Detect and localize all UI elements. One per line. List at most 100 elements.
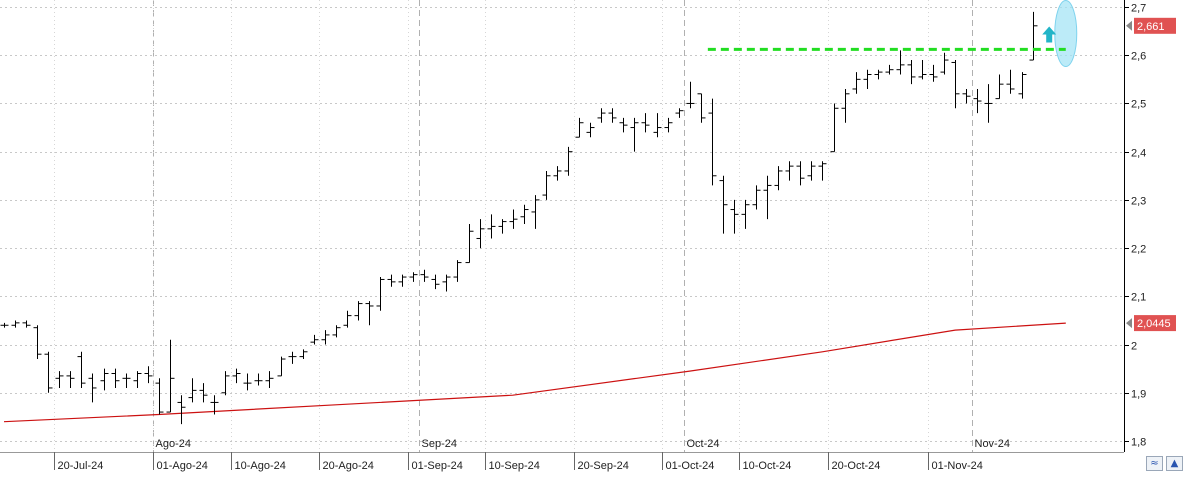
ohlc-bar [918,60,927,80]
ohlc-bar [1006,69,1015,94]
ohlc-bar [277,356,286,377]
ohlc-bar [653,113,662,138]
ohlc-bar [520,204,529,224]
ohlc-bar [465,224,474,264]
ohlc-bar [487,214,496,239]
ohlc-bar [498,219,507,234]
ohlc-bar [100,368,109,391]
ohlc-bar [619,117,628,133]
ohlc-bar [476,219,485,249]
badge-background [1134,17,1176,34]
ohlc-bar [973,88,982,114]
ohlc-bar [995,74,1004,100]
y-tick-label: 2,5 [1131,99,1146,111]
ohlc-bar [708,98,717,186]
ohlc-bar [531,195,540,229]
scroll-button[interactable]: ≈ [1146,456,1163,471]
ohlc-bar [863,69,872,89]
y-tick-label: 1,8 [1131,437,1146,449]
ohlc-bar [730,199,739,234]
ohlc-bar [984,84,993,123]
ohlc-bar [796,161,805,186]
x-tick-label: 10-Oct-24 [743,460,792,472]
ohlc-bar [199,383,208,403]
y-tick-label: 2 [1131,341,1137,353]
ohlc-bar [210,395,219,415]
ohlc-bar [608,108,617,123]
y-tick-label: 2,4 [1131,148,1146,160]
ohlc-bar [398,274,407,287]
highlight-ellipse [1054,0,1078,68]
ohlc-bar [697,93,706,123]
x-tick-label: 10-Sep-24 [489,460,540,472]
ohlc-bar [509,209,518,229]
x-tick-label: 20-Oct-24 [832,460,881,472]
badge-background [1134,315,1176,332]
ohlc-bar [376,277,385,311]
ohlc-bar [741,199,750,229]
ohlc-bar [22,320,31,328]
ohlc-bar [951,60,960,109]
y-tick-label: 1,9 [1131,389,1146,401]
ohlc-bar [332,325,341,338]
ohlc-bar [675,108,684,118]
badge-pointer [1126,20,1132,31]
ohlc-bar [0,322,9,328]
horizontal-gridlines [0,7,1124,442]
ohlc-bar [564,146,573,176]
ohlc-bar [885,64,894,75]
ohlc-bar [841,88,850,123]
ohlc-bar [1029,11,1038,61]
x-tick-label: 20-Sep-24 [578,460,629,472]
ohlc-bar [929,64,938,82]
ohlc-bar [896,50,905,75]
ohlc-bar [77,351,86,388]
ohlc-bar [265,371,274,388]
y-axis-ticks: 2,7 2,6 2,5 2,4 2,3 2,2 2,1 2 1,9 1,8 [1124,3,1146,449]
ohlc-bar [11,320,20,328]
ohlc-bar [719,175,728,234]
ohlc-bar [630,117,639,152]
ohlc-bar [807,161,816,181]
ohlc-bar [597,108,606,123]
y-tick-label: 2,1 [1131,292,1146,304]
up-arrow-icon [1042,26,1057,43]
moving-average-line [3,322,1066,423]
ohlc-bar [44,351,53,393]
x-tick-label: 20-Ago-24 [323,460,374,472]
ohlc-bar [763,175,772,220]
ohlc-bar [88,373,97,403]
ohlc-bar [221,371,230,396]
ohlc-bar [166,339,175,413]
vertical-gridlines [54,0,973,452]
zoom-button[interactable]: ▲ [1166,456,1183,471]
ohlc-bar [453,260,462,282]
ohlc-bar [818,161,827,181]
ohlc-bar [33,325,42,360]
ohlc-bar [1018,72,1027,99]
ohlc-bar [586,122,595,138]
ohlc-bar [111,368,120,388]
ohlc-bar [830,103,839,153]
ohlc-bar [155,378,164,415]
ohlc-bar [144,366,153,384]
ohlc-bar [907,60,916,85]
month-label: Oct-24 [687,438,720,450]
ohlc-bar [874,69,883,80]
price-badge: 2,661 [1126,17,1176,34]
ohlc-bar [299,349,308,360]
ohlc-bar [553,166,562,181]
ohlc-bar [774,166,783,191]
ohlc-bar [288,351,297,364]
ohlc-bars [0,11,1038,425]
ohlc-bar [686,81,695,109]
x-tick-label: 01-Ago-24 [157,460,208,472]
ohlc-bar [55,371,64,388]
ohlc-bar [232,368,241,384]
moving-average-layer [3,322,1066,423]
ohlc-bar [387,274,396,287]
x-tick-label: 01-Sep-24 [412,460,463,472]
ohlc-bar [133,371,142,388]
ohlc-bar [664,117,673,133]
